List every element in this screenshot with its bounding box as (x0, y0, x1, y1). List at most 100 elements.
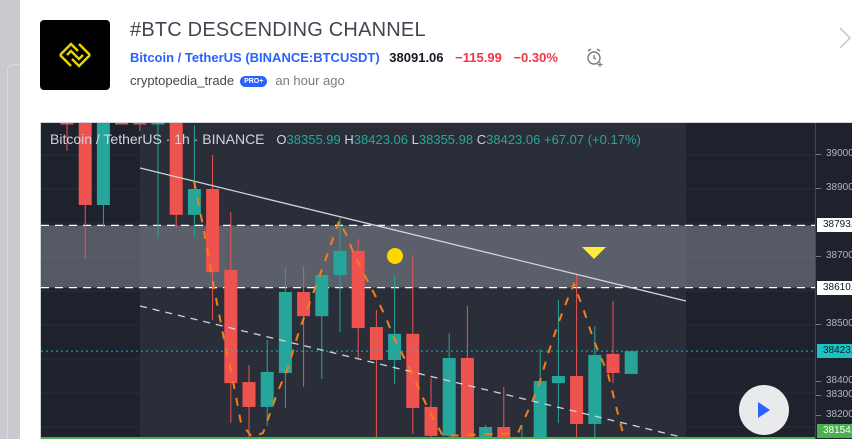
bottom-price-label: 38154. (817, 424, 852, 438)
legend-symbol: Bitcoin / TetherUS (50, 131, 162, 147)
candle-body (369, 327, 383, 361)
candle[interactable] (351, 238, 365, 358)
candle-body (460, 357, 474, 439)
candle-body (60, 123, 74, 125)
zone-bottom-price-label: 38610. (817, 280, 852, 295)
candle-body (151, 123, 165, 125)
candle[interactable] (96, 123, 110, 228)
candle-body (169, 123, 183, 215)
candle[interactable] (260, 339, 274, 426)
axis-tick: 38300. (816, 389, 852, 401)
candle[interactable] (278, 266, 292, 408)
candle-body (551, 376, 565, 384)
legend-exchange: BINANCE (202, 131, 265, 147)
axis-tick: 39000. (816, 148, 852, 160)
candle[interactable] (570, 275, 584, 439)
candle-body (96, 123, 110, 205)
pro-badge: PRO+ (240, 76, 268, 87)
signal-dot-icon[interactable] (387, 248, 403, 264)
candle[interactable] (606, 300, 620, 384)
author-name[interactable]: cryptopedia_trade (130, 73, 235, 88)
candle-body (206, 189, 220, 272)
candle[interactable] (115, 123, 129, 125)
logo-icon (59, 42, 91, 68)
candle[interactable] (315, 275, 329, 380)
candle-body (479, 427, 493, 439)
candle-body (115, 123, 129, 125)
chart-plot[interactable] (41, 123, 815, 439)
candle-body (315, 275, 329, 317)
candle[interactable] (169, 123, 183, 229)
side-panel-edge (0, 0, 20, 439)
candle[interactable] (206, 155, 220, 320)
candle-body (260, 371, 274, 407)
symbol-row: Bitcoin / TetherUS (BINANCE:BTCUSDT) 380… (130, 50, 558, 65)
legend-interval[interactable]: 1h (174, 131, 190, 147)
candle-body (533, 381, 547, 439)
candle[interactable] (424, 378, 438, 439)
axis-tick: 38400. (816, 375, 852, 387)
chevron-right-icon[interactable] (838, 26, 852, 50)
candle[interactable] (333, 217, 347, 333)
axis-tick: 38900. (816, 182, 852, 194)
candle-body (406, 333, 420, 408)
candle-body (187, 189, 201, 215)
chart-area[interactable]: Bitcoin / TetherUS · 1h · BINANCE O38355… (40, 122, 852, 439)
candle[interactable] (60, 123, 74, 151)
candle[interactable] (406, 254, 420, 435)
axis-tick: 38200. (816, 409, 852, 421)
candle[interactable] (624, 351, 638, 374)
candle-body (624, 351, 638, 374)
price-axis[interactable]: 39000. 38900. 38700. 38500. 38400. 38300… (815, 123, 852, 439)
zone-top-price-label: 38793. (817, 218, 852, 233)
candle-body (242, 382, 256, 407)
candle[interactable] (78, 123, 92, 260)
resistance-zone[interactable] (41, 225, 815, 288)
upper-trendline[interactable] (139, 167, 687, 302)
candle[interactable] (151, 123, 165, 238)
current-price: 38091.06 (389, 50, 444, 65)
candle-body (351, 250, 365, 329)
play-icon (758, 402, 770, 418)
price-change-pct: −0.30% (513, 50, 558, 65)
legend-change: +67.07 (+0.17%) (543, 132, 641, 147)
candle[interactable] (533, 349, 547, 439)
legend-ohlc: O38355.99 H38423.06 L38355.98 C38423.06 … (276, 132, 641, 147)
candle-body (606, 353, 620, 373)
candle-body (278, 292, 292, 373)
candle-body (388, 333, 402, 361)
candle[interactable] (479, 424, 493, 439)
candle[interactable] (297, 266, 311, 387)
candle-body (297, 292, 311, 317)
price-change: −115.99 (455, 50, 502, 65)
candle[interactable] (242, 365, 256, 439)
author-row: cryptopedia_trade PRO+ an hour ago (130, 73, 345, 88)
candle[interactable] (516, 424, 529, 439)
play-button[interactable] (739, 385, 789, 435)
idea-title: #BTC DESCENDING CHANNEL (130, 19, 426, 41)
candle-body (424, 406, 438, 436)
symbol-ticker-link[interactable]: (BINANCE:BTCUSDT) (245, 50, 380, 65)
candle-body (78, 123, 92, 205)
candle[interactable] (133, 123, 147, 132)
candle[interactable] (460, 305, 474, 439)
author-logo[interactable] (40, 20, 110, 90)
candle[interactable] (442, 333, 456, 439)
candle-body (333, 250, 347, 276)
candle-body (570, 376, 584, 424)
candle-body (442, 357, 456, 436)
candle[interactable] (369, 310, 383, 439)
chart-legend: Bitcoin / TetherUS · 1h · BINANCE O38355… (50, 131, 641, 147)
axis-tick: 38700. (816, 250, 852, 262)
sell-arrow-icon[interactable] (582, 247, 606, 259)
candle-body (133, 123, 147, 125)
add-alert-icon[interactable] (585, 47, 605, 67)
bottom-price-line (41, 437, 815, 439)
projected-path[interactable] (193, 180, 625, 439)
symbol-link[interactable]: Bitcoin / TetherUS (130, 50, 242, 65)
candle-body (588, 354, 602, 424)
axis-tick: 38500. (816, 318, 852, 330)
last-price-label: 38423. (817, 344, 852, 359)
published-time: an hour ago (275, 73, 345, 88)
candle[interactable] (388, 275, 402, 385)
